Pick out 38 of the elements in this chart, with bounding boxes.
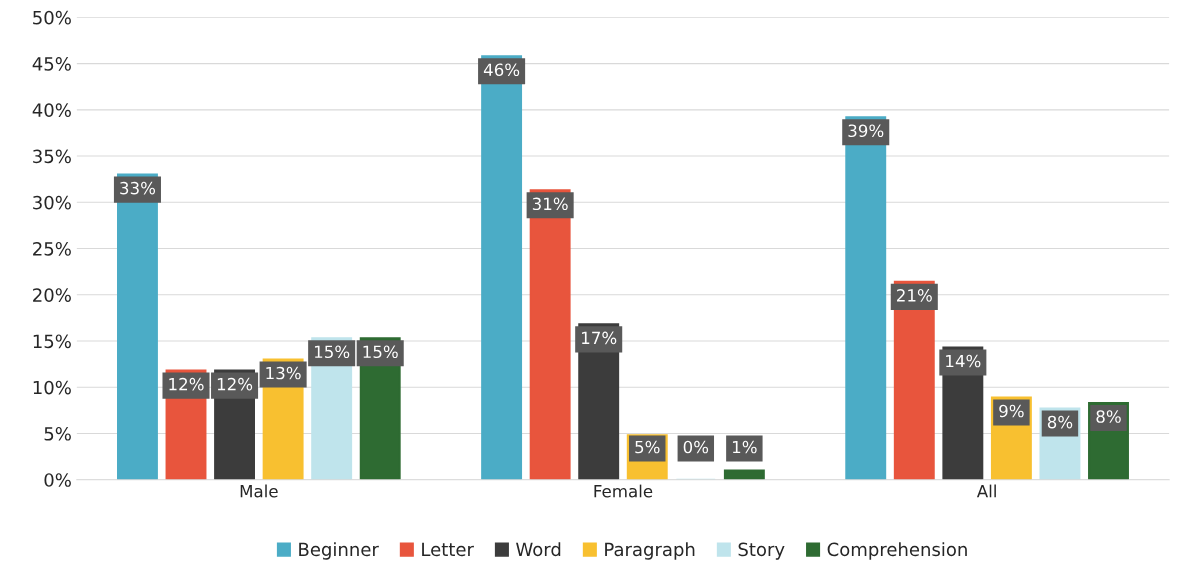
y-tick-label: 10% [33, 380, 71, 395]
data-label: 1% [732, 440, 757, 454]
data-label: 8% [1096, 410, 1121, 423]
data-label: 13% [266, 366, 301, 380]
y-tick-label: 30% [33, 195, 71, 210]
data-label: 15% [314, 345, 350, 359]
y-tick-label: 50% [33, 10, 71, 25]
x-tick-label: All [976, 484, 996, 498]
y-tick-label: 45% [32, 57, 71, 71]
legend-label: Comprehension [827, 542, 967, 560]
data-label: 8% [1047, 415, 1073, 429]
data-label: 17% [582, 331, 617, 345]
data-label: 46% [483, 63, 520, 77]
data-label: 15% [363, 345, 398, 359]
data-label: 5% [635, 440, 660, 454]
legend-label: Beginner [299, 542, 379, 560]
y-tick-label: 35% [33, 149, 71, 164]
y-tick-label: 15% [33, 334, 71, 349]
data-label: 33% [120, 181, 156, 195]
y-tick-label: 20% [33, 288, 71, 302]
x-tick-label: Male [240, 484, 278, 498]
data-label: 21% [896, 289, 932, 302]
data-label: 39% [848, 124, 884, 138]
data-label: 12% [217, 377, 253, 391]
y-tick-label: 40% [32, 103, 71, 117]
y-tick-label: 25% [33, 242, 71, 256]
legend-label: Word [516, 542, 561, 557]
y-tick-label: 5% [44, 426, 71, 441]
data-label: 12% [169, 377, 204, 391]
legend-label: Story [738, 542, 785, 560]
data-label: 9% [999, 404, 1024, 418]
data-label: 31% [532, 197, 568, 211]
data-label: 0% [683, 440, 709, 454]
y-tick-label: 0% [44, 473, 71, 487]
legend-label: Paragraph [605, 542, 695, 560]
x-tick-label: Female [594, 484, 653, 498]
data-label: 14% [946, 354, 981, 368]
legend-label: Letter [422, 542, 474, 557]
